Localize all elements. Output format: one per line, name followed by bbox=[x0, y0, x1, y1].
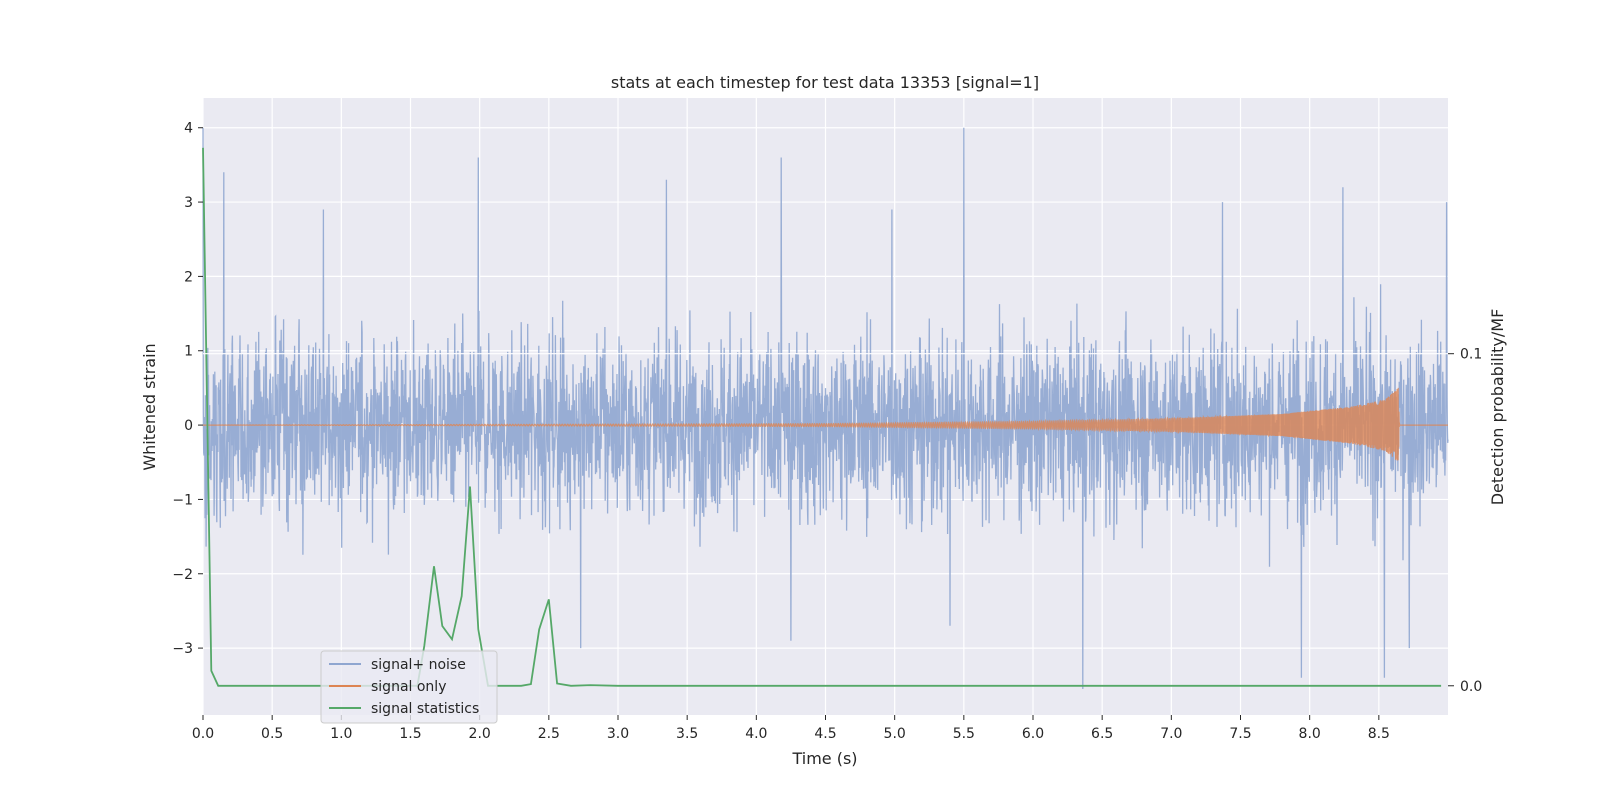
legend-label-signal-only: signal only bbox=[371, 679, 446, 695]
x-tick-label: 5.0 bbox=[884, 726, 906, 742]
x-tick-label: 6.5 bbox=[1091, 726, 1113, 742]
y-axis-right-title: Detection probability/MF bbox=[1488, 309, 1507, 506]
x-tick-label: 3.0 bbox=[607, 726, 629, 742]
y-right-tick-label: 0.1 bbox=[1460, 347, 1482, 363]
x-tick-label: 1.0 bbox=[330, 726, 352, 742]
y-axis-right-ticks: 0.0 0.1 bbox=[1448, 347, 1482, 695]
y-tick-label: −2 bbox=[172, 567, 193, 583]
legend-box bbox=[320, 650, 498, 724]
x-tick-label: 7.5 bbox=[1229, 726, 1251, 742]
x-tick-label: 0.5 bbox=[261, 726, 283, 742]
y-axis-title: Whitened strain bbox=[140, 343, 159, 470]
y-tick-label: −1 bbox=[172, 492, 193, 508]
legend-label-signal-statistics: signal statistics bbox=[371, 701, 479, 717]
x-tick-label: 8.5 bbox=[1368, 726, 1390, 742]
y-axis-ticks: −3 −2 −1 0 1 2 3 4 bbox=[172, 121, 203, 657]
x-tick-label: 5.5 bbox=[953, 726, 975, 742]
legend-label-signal-noise: signal+ noise bbox=[371, 657, 466, 673]
x-axis-title: Time (s) bbox=[791, 749, 857, 768]
signal-only-line bbox=[203, 387, 1448, 461]
x-tick-label: 3.5 bbox=[676, 726, 698, 742]
x-axis-ticks: 0.0 0.5 1.0 1.5 2.0 2.5 3.0 3.5 4.0 4.5 5.0 5.5 6.0 6… bbox=[192, 715, 1390, 742]
legend: signal+ noise signal only signal statist… bbox=[320, 650, 498, 724]
chart-title: stats at each timestep for test data 133… bbox=[611, 73, 1039, 92]
x-tick-label: 6.0 bbox=[1022, 726, 1044, 742]
x-tick-label: 2.0 bbox=[469, 726, 491, 742]
x-tick-label: 8.0 bbox=[1299, 726, 1321, 742]
series-signal-only bbox=[203, 387, 1448, 461]
x-tick-label: 7.0 bbox=[1160, 726, 1182, 742]
y-tick-label: 4 bbox=[184, 121, 193, 137]
x-tick-label: 2.5 bbox=[538, 726, 560, 742]
y-tick-label: 1 bbox=[184, 344, 193, 360]
y-tick-label: 0 bbox=[184, 418, 193, 434]
y-tick-label: 2 bbox=[184, 269, 193, 285]
x-tick-label: 1.5 bbox=[399, 726, 421, 742]
x-tick-label: 0.0 bbox=[192, 726, 214, 742]
y-right-tick-label: 0.0 bbox=[1460, 679, 1482, 695]
x-tick-label: 4.5 bbox=[814, 726, 836, 742]
y-tick-label: 3 bbox=[184, 195, 193, 211]
x-tick-label: 4.0 bbox=[745, 726, 767, 742]
y-tick-label: −3 bbox=[172, 641, 193, 657]
